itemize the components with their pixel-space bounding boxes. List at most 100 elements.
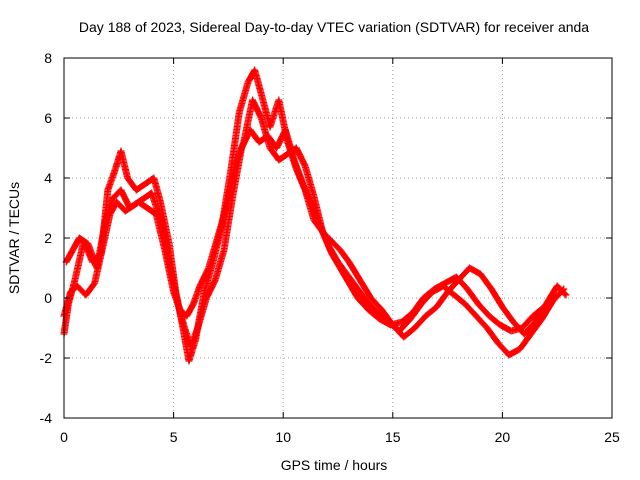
data-point-trace bbox=[521, 319, 538, 337]
data-point-trace bbox=[220, 193, 237, 253]
data-point-trace bbox=[355, 295, 372, 313]
data-point-trace bbox=[76, 235, 91, 247]
data-point-trace bbox=[251, 67, 265, 97]
data-point-trace bbox=[519, 313, 536, 331]
data-point-trace bbox=[433, 289, 451, 310]
data-point-trace bbox=[161, 247, 177, 295]
data-point-trace bbox=[212, 247, 228, 283]
data-point-trace bbox=[133, 181, 148, 193]
data-point-trace bbox=[310, 193, 326, 235]
y-tick-label: -2 bbox=[40, 350, 53, 366]
data-point-trace bbox=[346, 280, 361, 301]
y-tick-label: 8 bbox=[44, 50, 52, 66]
data-point-trace bbox=[484, 325, 501, 346]
data-point-trace bbox=[190, 283, 203, 307]
data-point-trace bbox=[104, 169, 118, 193]
x-tick-label: 10 bbox=[275, 429, 291, 445]
data-point-trace bbox=[203, 277, 219, 301]
data-point-trace bbox=[293, 145, 308, 169]
x-axis-label: GPS time / hours bbox=[281, 457, 388, 473]
data-point-trace bbox=[539, 298, 556, 322]
data-point-trace bbox=[63, 247, 76, 265]
chart-title: Day 188 of 2023, Sidereal Day-to-day VTE… bbox=[79, 19, 589, 35]
data-point-trace bbox=[477, 271, 495, 292]
data-point-trace bbox=[528, 316, 545, 337]
data-point-trace bbox=[368, 295, 385, 313]
data-point-trace bbox=[401, 325, 418, 340]
data-point-trace bbox=[183, 301, 197, 319]
axis-ticks: 0 5 10 15 20 25 -4 -2 0 2 4 6 8 bbox=[40, 50, 620, 445]
data-point-trace bbox=[550, 286, 567, 304]
data-point-trace bbox=[291, 157, 306, 187]
data-point-trace bbox=[83, 280, 98, 298]
data-point-trace bbox=[453, 274, 470, 292]
x-tick-label: 15 bbox=[385, 429, 401, 445]
data-point-trace bbox=[499, 304, 517, 325]
data-point-trace bbox=[188, 325, 201, 349]
data-point-trace bbox=[240, 97, 256, 145]
x-tick-label: 5 bbox=[170, 429, 178, 445]
data-point-trace bbox=[396, 316, 413, 334]
data-point-trace bbox=[530, 304, 547, 319]
data-point-trace bbox=[462, 301, 479, 319]
x-tick-label: 0 bbox=[60, 429, 68, 445]
data-point-trace bbox=[423, 304, 440, 319]
data-point-trace bbox=[363, 298, 380, 316]
data-point-trace bbox=[118, 187, 133, 211]
data-point-trace bbox=[205, 235, 221, 271]
data-point-trace bbox=[506, 346, 523, 358]
data-point-trace bbox=[464, 286, 481, 307]
data-point-trace bbox=[223, 163, 239, 211]
data-point-trace bbox=[197, 265, 212, 289]
data-point bbox=[562, 291, 570, 299]
data-point-trace bbox=[194, 295, 210, 331]
data-point-trace bbox=[467, 265, 483, 277]
data-point-trace bbox=[276, 151, 290, 163]
data-point-trace bbox=[258, 115, 274, 151]
series-track-c bbox=[62, 96, 548, 335]
data-point-trace bbox=[517, 331, 534, 352]
data-point-trace bbox=[249, 97, 265, 121]
data-point bbox=[540, 303, 548, 311]
data-point-trace bbox=[93, 217, 109, 271]
data-series bbox=[60, 66, 570, 365]
data-point-trace bbox=[399, 310, 415, 325]
data-point-trace bbox=[486, 313, 503, 328]
data-point-trace bbox=[495, 340, 512, 358]
y-tick-label: 4 bbox=[44, 170, 52, 186]
data-point-trace bbox=[136, 199, 150, 211]
data-point-trace bbox=[152, 211, 168, 253]
data-point-trace bbox=[337, 265, 352, 286]
data-point-trace bbox=[236, 79, 252, 115]
y-tick-label: 0 bbox=[44, 290, 52, 306]
data-point-trace bbox=[170, 289, 184, 313]
y-tick-label: -4 bbox=[40, 410, 53, 426]
data-point-trace bbox=[432, 280, 448, 292]
data-point-trace bbox=[328, 250, 343, 271]
data-point-trace bbox=[144, 205, 159, 217]
series-track-b bbox=[60, 126, 568, 359]
data-point-trace bbox=[488, 286, 506, 310]
data-point-trace bbox=[473, 313, 490, 331]
y-tick-label: 2 bbox=[44, 230, 52, 246]
data-point-trace bbox=[214, 205, 230, 241]
data-point-trace bbox=[319, 229, 335, 256]
data-point-trace bbox=[475, 301, 492, 319]
data-point-trace bbox=[451, 292, 468, 307]
y-tick-label: 6 bbox=[44, 110, 52, 126]
data-point-trace bbox=[231, 139, 247, 169]
data-point-trace bbox=[150, 175, 164, 205]
data-point-trace bbox=[409, 295, 427, 316]
data-point bbox=[560, 285, 568, 293]
data-point-trace bbox=[366, 307, 383, 322]
data-point-trace bbox=[302, 163, 317, 199]
data-point-trace bbox=[117, 148, 131, 181]
x-tick-label: 20 bbox=[495, 429, 511, 445]
y-axis-label: SDTVAR / TECUs bbox=[6, 182, 22, 294]
data-point-trace bbox=[299, 181, 315, 208]
data-point-trace bbox=[346, 259, 363, 283]
data-point-trace bbox=[412, 313, 429, 331]
data-point-trace bbox=[352, 283, 370, 304]
data-point-trace bbox=[157, 199, 173, 247]
